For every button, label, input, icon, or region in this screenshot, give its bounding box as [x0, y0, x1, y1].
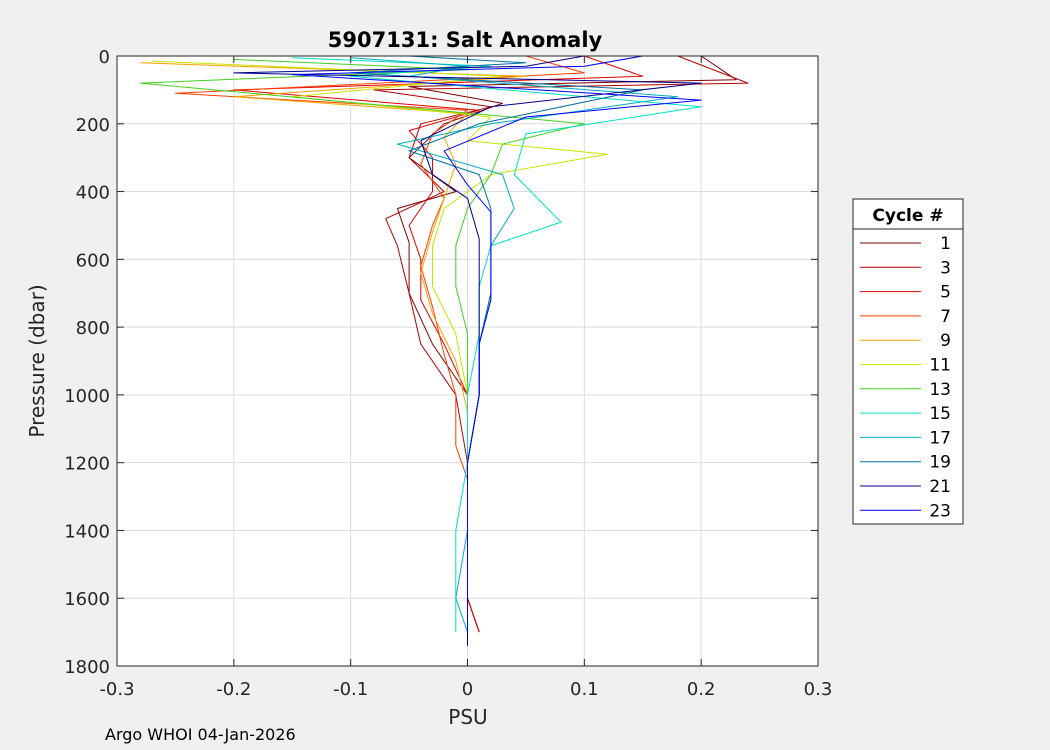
legend-label-cycle-21: 21	[929, 477, 951, 497]
series-layer	[139, 56, 749, 646]
series-line-cycle-23	[291, 56, 702, 633]
y-tick-label: 0	[99, 47, 110, 68]
series-line-cycle-7	[174, 56, 585, 633]
x-tick-label: -0.3	[99, 679, 134, 700]
legend-label-cycle-9: 9	[940, 331, 951, 351]
legend-box	[852, 198, 964, 525]
x-tick-label: -0.2	[216, 679, 251, 700]
legend-label-cycle-5: 5	[940, 283, 951, 303]
x-tick-label: 0	[462, 679, 473, 700]
y-tick-label: 1000	[64, 386, 110, 407]
legend-label-cycle-11: 11	[929, 356, 951, 376]
y-tick-label: 1400	[64, 521, 110, 542]
y-tick-label: 600	[76, 250, 110, 271]
legend-label-cycle-3: 3	[940, 258, 951, 278]
y-tick-label: 400	[76, 183, 110, 204]
footer-credit: Argo WHOI 04-Jan-2026	[105, 725, 296, 744]
x-tick-label: 0.2	[687, 679, 716, 700]
x-tick-label: 0.3	[804, 679, 833, 700]
y-tick-label: 800	[76, 318, 110, 339]
legend-label-cycle-23: 23	[929, 501, 951, 521]
chart-title: 5907131: Salt Anomaly	[328, 28, 603, 52]
y-axis-label: Pressure (dbar)	[25, 284, 49, 437]
y-tick-label: 200	[76, 115, 110, 136]
y-tick-labels: 0 200 400 600 800 1000 1200 1400 1600 1800	[64, 47, 110, 678]
y-tick-label: 1600	[64, 589, 110, 610]
tick-marks	[116, 55, 819, 667]
x-tick-labels: -0.3 -0.2 -0.1 0 0.1 0.2 0.3	[99, 679, 832, 700]
legend-label-cycle-19: 19	[929, 453, 951, 473]
legend-label-cycle-15: 15	[929, 404, 951, 424]
legend-label-cycle-1: 1	[940, 234, 951, 254]
legend-title: Cycle #	[872, 206, 943, 226]
x-tick-label: 0.1	[570, 679, 599, 700]
x-tick-label: -0.1	[333, 679, 368, 700]
y-tick-label: 1200	[64, 454, 110, 475]
x-axis-label: PSU	[448, 705, 487, 729]
legend-label-cycle-7: 7	[940, 307, 951, 327]
legend-label-cycle-13: 13	[929, 380, 951, 400]
y-tick-label: 1800	[64, 657, 110, 678]
legend-label-cycle-17: 17	[929, 428, 951, 448]
